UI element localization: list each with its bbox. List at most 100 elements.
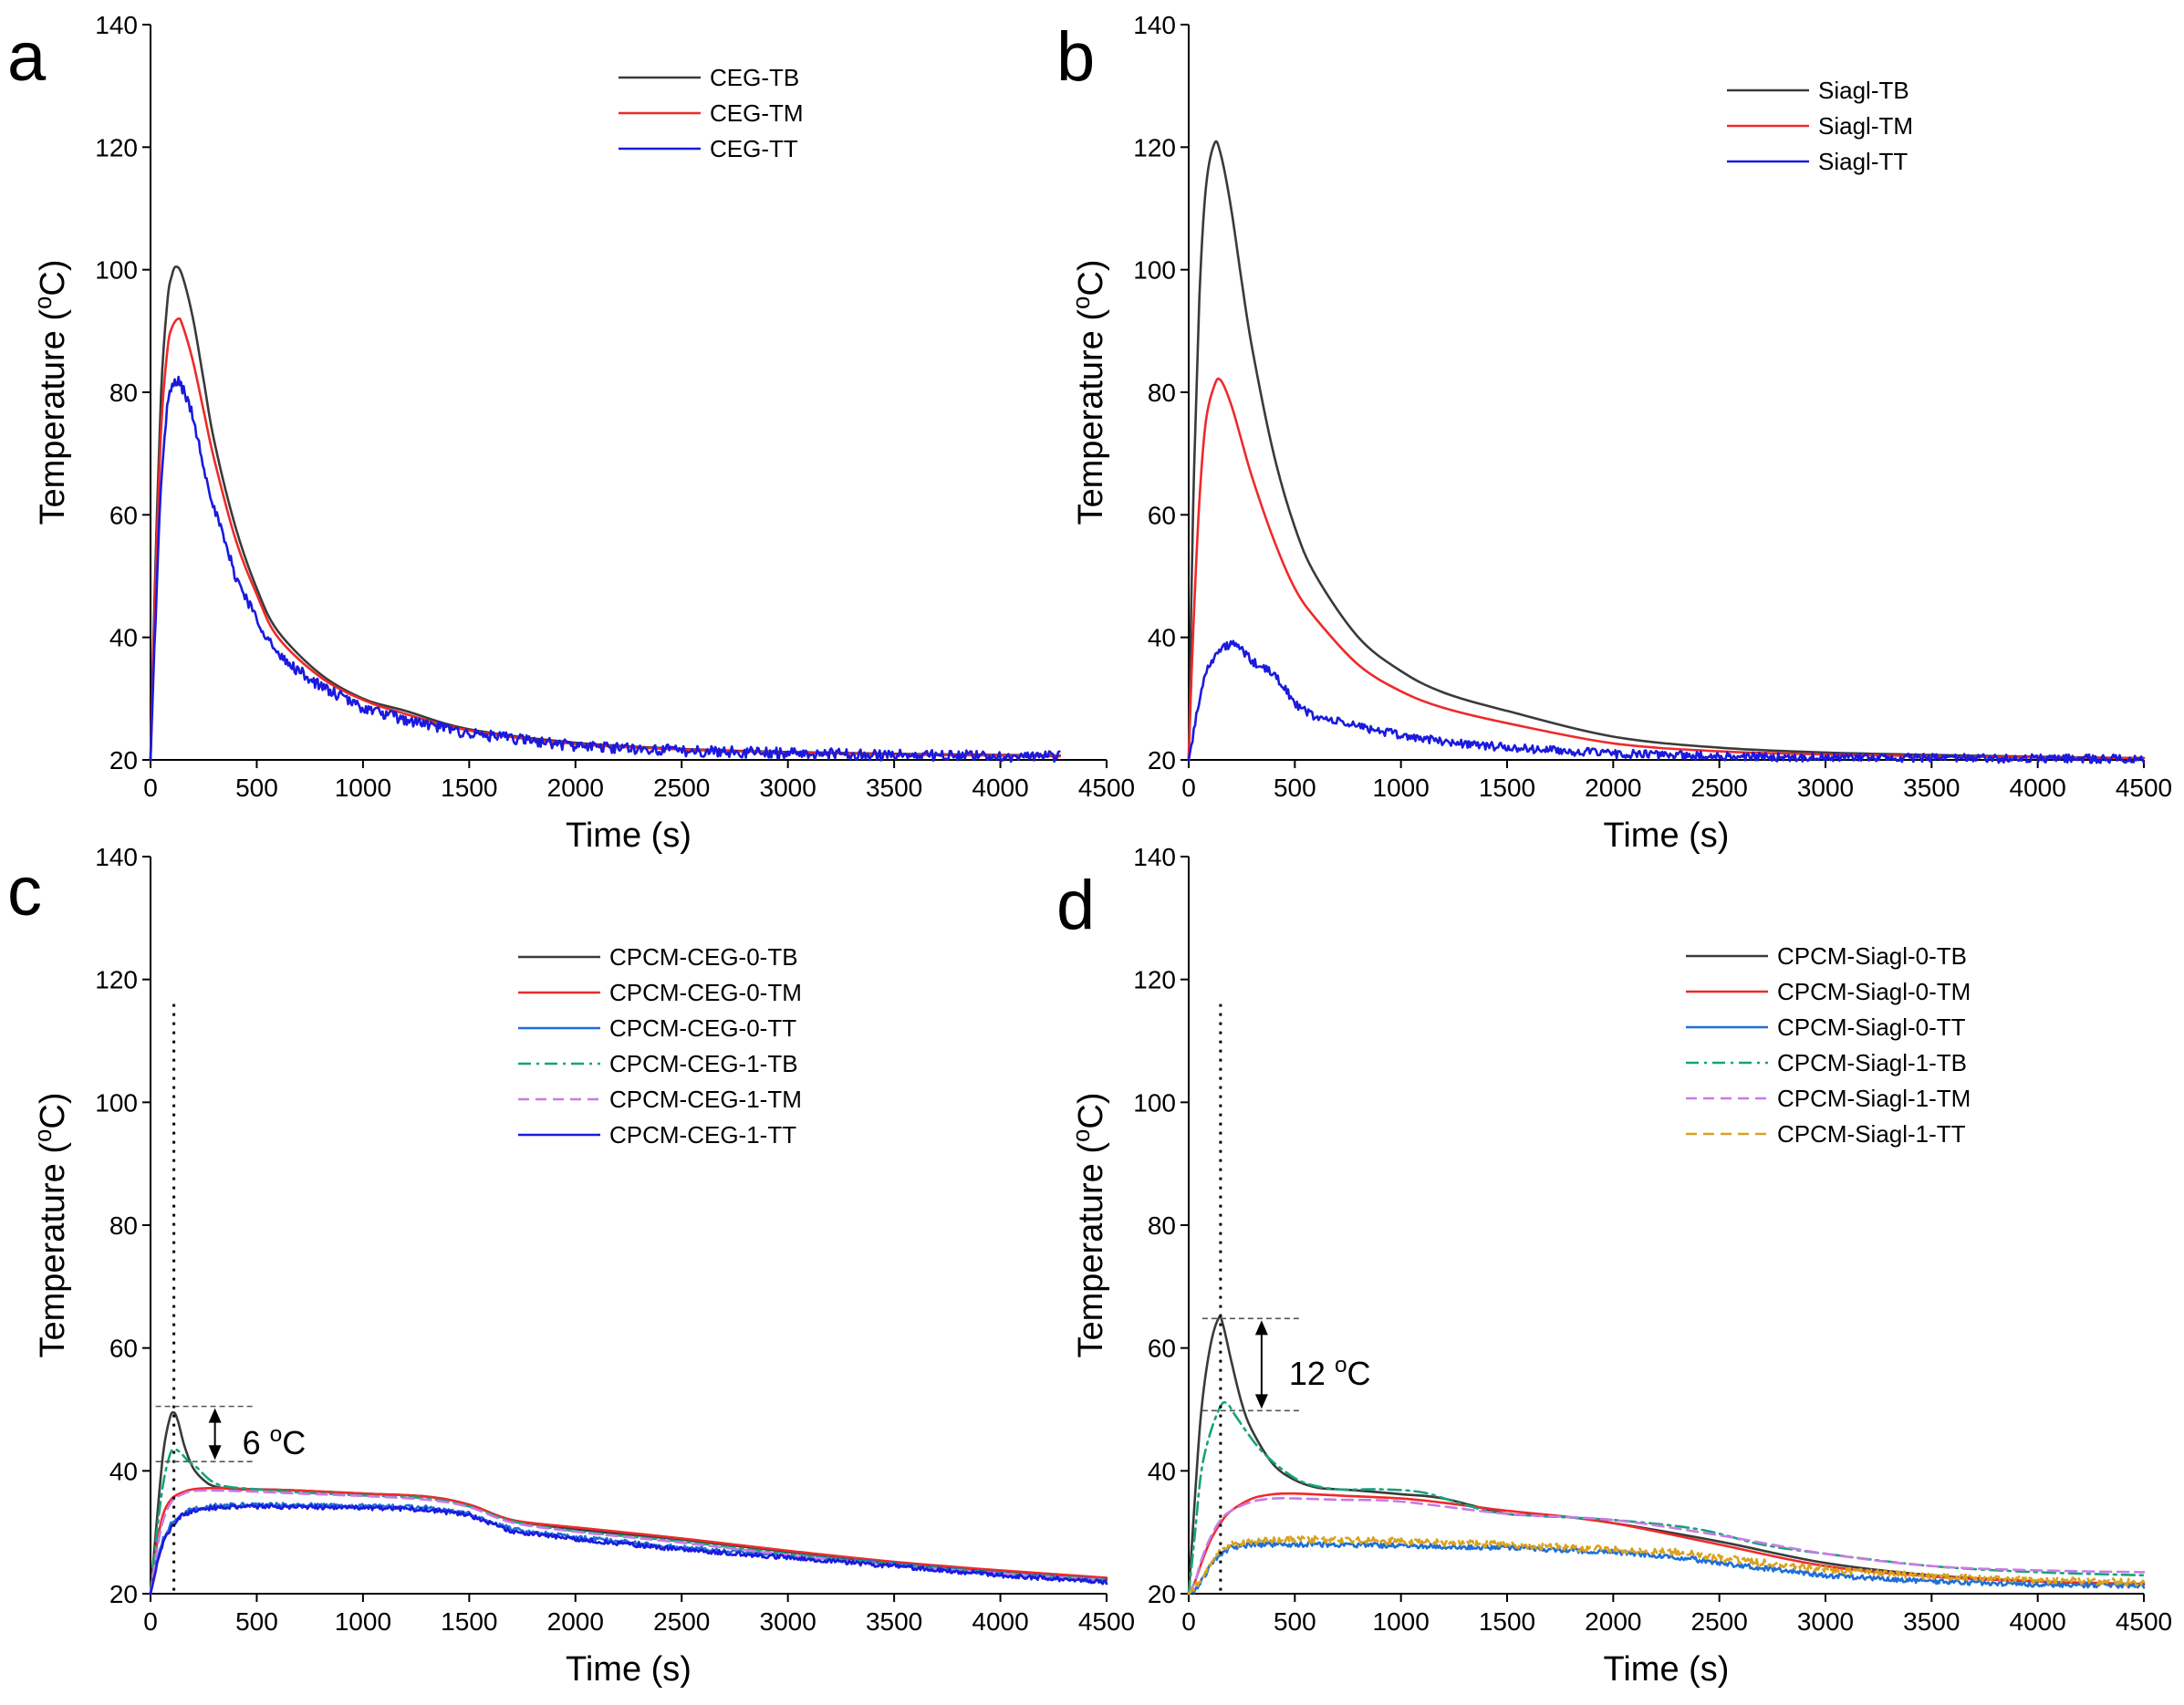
- x-tick-label: 2500: [653, 1607, 710, 1636]
- x-tick-label: 4500: [1078, 1607, 1135, 1636]
- series-line-cpcm-siagl-1-tb: [1187, 1400, 2146, 1596]
- x-tick-label: 1000: [1373, 1607, 1430, 1636]
- y-tick-label: 20: [1148, 746, 1176, 775]
- x-tick-label: 3500: [866, 1607, 922, 1636]
- y-axis-title: Temperature (oC): [1069, 259, 1110, 525]
- x-tick-label: 2000: [1585, 1607, 1641, 1636]
- y-tick-label: 20: [1148, 1580, 1176, 1608]
- x-tick-label: 4500: [2116, 1607, 2172, 1636]
- y-tick-label: 40: [1148, 1457, 1176, 1485]
- x-tick-label: 2500: [1691, 774, 1748, 802]
- x-tick-label: 1500: [441, 774, 497, 802]
- y-tick-label: 140: [95, 11, 138, 39]
- x-tick-label: 4000: [2010, 1607, 2066, 1636]
- legend-label: CPCM-Siagl-0-TT: [1777, 1014, 1966, 1041]
- y-tick-label: 60: [1148, 1335, 1176, 1363]
- x-tick-label: 1500: [1479, 1607, 1535, 1636]
- x-tick-label: 1000: [1373, 774, 1430, 802]
- x-tick-label: 0: [143, 774, 158, 802]
- difference-annotation: 6 oC: [243, 1422, 307, 1461]
- x-axis-title: Time (s): [1604, 816, 1730, 855]
- y-tick-label: 120: [1133, 133, 1176, 161]
- y-axis-title: Temperature (oC): [31, 1092, 72, 1357]
- arrow-head-up: [208, 1408, 222, 1423]
- panel-letter: d: [1056, 867, 1095, 944]
- y-tick-label: 100: [1133, 256, 1176, 285]
- legend-label: CEG-TT: [710, 135, 798, 162]
- y-tick-label: 140: [1133, 11, 1176, 39]
- series-line-ceg-tm: [149, 317, 1062, 762]
- x-tick-label: 2500: [1691, 1607, 1748, 1636]
- x-tick-label: 0: [1181, 1607, 1196, 1636]
- series-line-cpcm-ceg-0-tt: [149, 1502, 1108, 1596]
- legend-label: CPCM-CEG-1-TT: [609, 1121, 796, 1149]
- x-tick-label: 0: [143, 1607, 158, 1636]
- arrow-head-up: [1254, 1320, 1268, 1336]
- x-tick-label: 3500: [866, 774, 922, 802]
- x-tick-label: 1500: [1479, 774, 1535, 802]
- legend-label: CPCM-CEG-0-TB: [609, 943, 798, 971]
- y-tick-label: 120: [95, 133, 138, 161]
- panel-c: 0 500 1000 1500 2000 2500 3000 3500 4000 4500 20 40…: [7, 843, 1135, 1689]
- x-tick-label: 4000: [2010, 774, 2066, 802]
- x-tick-label: 3000: [760, 1607, 816, 1636]
- x-tick-label: 500: [235, 1607, 278, 1636]
- x-tick-label: 1500: [441, 1607, 497, 1636]
- x-axis-title: Time (s): [1604, 1650, 1730, 1689]
- legend-label: CEG-TM: [710, 99, 804, 127]
- legend-label: CPCM-CEG-1-TB: [609, 1050, 798, 1077]
- y-tick-label: 140: [95, 843, 138, 871]
- x-tick-label: 0: [1181, 774, 1196, 802]
- panel-d: 0 500 1000 1500 2000 2500 3000 3500 4000 4500 20 40…: [1056, 843, 2172, 1689]
- series-line-siagl-tt: [1187, 639, 2146, 764]
- arrow-head-down: [208, 1445, 222, 1461]
- legend-label: CPCM-Siagl-1-TM: [1777, 1085, 1971, 1112]
- series-line-ceg-tt: [149, 375, 1061, 764]
- x-tick-label: 2000: [547, 1607, 604, 1636]
- panel-letter: b: [1056, 18, 1095, 96]
- panel-letter: c: [7, 853, 42, 930]
- x-tick-label: 3000: [760, 774, 816, 802]
- y-tick-label: 40: [109, 624, 138, 652]
- legend-label: CPCM-CEG-0-TT: [609, 1014, 796, 1042]
- arrow-head-down: [1254, 1394, 1268, 1409]
- series-line-siagl-tm: [1187, 377, 2146, 762]
- series-line-cpcm-ceg-1-tt: [149, 1503, 1108, 1596]
- x-tick-label: 3500: [1903, 1607, 1960, 1636]
- y-tick-label: 100: [95, 1088, 138, 1117]
- y-tick-label: 80: [109, 379, 138, 407]
- legend-label: Siagl-TM: [1818, 112, 1913, 140]
- y-tick-label: 80: [109, 1211, 138, 1240]
- legend-label: CPCM-CEG-1-TM: [609, 1086, 802, 1113]
- x-tick-label: 3500: [1903, 774, 1960, 802]
- legend-label: Siagl-TT: [1818, 148, 1908, 175]
- legend-label: CPCM-CEG-0-TM: [609, 979, 802, 1006]
- y-axis-title: Temperature (oC): [1069, 1092, 1110, 1357]
- y-tick-label: 120: [1133, 966, 1176, 994]
- panel-b: 0 500 1000 1500 2000 2500 3000 3500 4000 4500 20 40…: [1056, 11, 2172, 855]
- legend-label: CPCM-Siagl-0-TB: [1777, 942, 1967, 970]
- x-tick-label: 4000: [972, 774, 1028, 802]
- series-line-siagl-tb: [1187, 140, 2146, 762]
- series-line-cpcm-siagl-0-tt: [1187, 1541, 2146, 1596]
- x-tick-label: 500: [1274, 1607, 1316, 1636]
- y-tick-label: 60: [109, 501, 138, 529]
- legend-label: CEG-TB: [710, 64, 799, 91]
- y-tick-label: 140: [1133, 843, 1176, 871]
- y-tick-label: 80: [1148, 379, 1176, 407]
- x-tick-label: 4500: [1078, 774, 1135, 802]
- y-tick-label: 60: [1148, 501, 1176, 529]
- series-line-cpcm-ceg-0-tm: [149, 1486, 1108, 1596]
- x-tick-label: 500: [235, 774, 278, 802]
- x-tick-label: 2000: [547, 774, 604, 802]
- y-tick-label: 80: [1148, 1211, 1176, 1240]
- x-tick-label: 1000: [335, 774, 391, 802]
- panel-letter: a: [7, 18, 47, 96]
- x-axis-title: Time (s): [566, 1650, 692, 1689]
- series-line-ceg-tb: [149, 265, 1062, 762]
- legend-label: CPCM-Siagl-1-TT: [1777, 1120, 1966, 1148]
- y-tick-label: 40: [109, 1457, 138, 1485]
- y-tick-label: 120: [95, 966, 138, 994]
- y-tick-label: 40: [1148, 624, 1176, 652]
